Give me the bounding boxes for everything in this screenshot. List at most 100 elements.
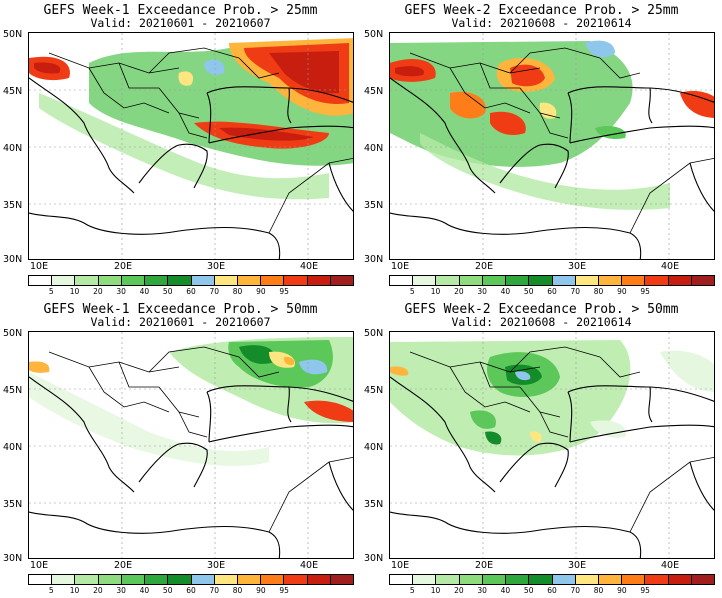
colorbar-label: 50 <box>162 586 173 595</box>
colorbar-label: 90 <box>617 287 627 296</box>
colorbar-cell <box>237 575 262 584</box>
colorbar-cell <box>168 276 192 285</box>
colorbar-cell <box>482 575 507 584</box>
graticule <box>29 33 353 259</box>
panel-week2-50mm: GEFS Week-2 Exceedance Prob. > 50mm Vali… <box>361 299 722 598</box>
colorbar-cell <box>668 276 692 285</box>
lat-label: 40N <box>3 143 23 154</box>
colorbar-label: 10 <box>430 287 441 296</box>
panel-week1-50mm: GEFS Week-1 Exceedance Prob. > 50mm Vali… <box>0 299 361 598</box>
lat-label: 45N <box>364 385 384 396</box>
country-borders <box>48 47 353 234</box>
colorbar-label: 80 <box>232 586 243 595</box>
lon-label: 10E <box>30 560 49 571</box>
lat-label: 45N <box>3 385 23 396</box>
colorbar-cell <box>459 575 483 584</box>
colorbar-label: 95 <box>640 287 650 296</box>
colorbar-cell <box>668 575 692 584</box>
colorbar-cell <box>529 276 553 285</box>
panel-week1-25mm: GEFS Week-1 Exceedance Prob. > 25mm Vali… <box>0 0 361 299</box>
graticule <box>390 33 714 259</box>
probability-map <box>389 32 715 260</box>
colorbar-label: 60 <box>547 586 557 595</box>
colorbar-label: 20 <box>93 586 103 595</box>
coastlines <box>390 376 714 558</box>
probability-map <box>28 32 354 260</box>
colorbar-cell <box>191 276 215 285</box>
colorbar-label: 40 <box>500 287 511 296</box>
country-borders <box>48 346 353 533</box>
colorbar-cell <box>506 575 530 584</box>
colorbar-cell <box>598 575 623 584</box>
lon-label: 20E <box>475 261 494 272</box>
colorbar-cell <box>284 575 308 584</box>
map-plot <box>390 332 714 558</box>
colorbar-cell <box>622 276 646 285</box>
lon-label: 30E <box>568 261 587 272</box>
colorbar-label: 5 <box>48 586 54 595</box>
colorbar-label: 60 <box>186 586 196 595</box>
colorbar-cell <box>413 276 437 285</box>
colorbar-cell <box>29 575 53 584</box>
colorbar-label: 60 <box>186 287 196 296</box>
colorbar-label: 70 <box>209 586 220 595</box>
colorbar-label: 80 <box>593 586 604 595</box>
colorbar-label: 5 <box>409 287 415 296</box>
lat-label: 30N <box>3 553 23 564</box>
colorbar-label: 95 <box>279 586 289 595</box>
lon-label: 20E <box>114 560 133 571</box>
colorbar-cell <box>390 575 414 584</box>
colorbar-cell <box>482 276 507 285</box>
colorbar-cell <box>436 276 460 285</box>
colorbar-label: 95 <box>279 287 289 296</box>
panel-title: GEFS Week-1 Exceedance Prob. > 25mm <box>43 3 318 18</box>
panel-subtitle: Valid: 20210601 - 20210607 <box>90 16 271 30</box>
panel-subtitle: Valid: 20210601 - 20210607 <box>90 315 271 329</box>
colorbar-cell <box>330 276 354 285</box>
colorbar-cell <box>436 575 460 584</box>
colorbar-label: 20 <box>93 287 103 296</box>
lat-label: 35N <box>3 200 23 211</box>
colorbar <box>28 574 354 585</box>
colorbar-cell <box>645 276 669 285</box>
colorbar-label: 40 <box>139 287 150 296</box>
precip-shading <box>390 40 714 210</box>
panel-title: GEFS Week-1 Exceedance Prob. > 50mm <box>43 302 318 317</box>
lat-label: 40N <box>364 442 384 453</box>
colorbar-cell <box>330 575 354 584</box>
colorbar-label: 5 <box>409 586 415 595</box>
lat-label: 50N <box>364 29 384 40</box>
colorbar-cell <box>691 575 715 584</box>
lon-label: 20E <box>114 261 133 272</box>
colorbar-label: 70 <box>209 287 220 296</box>
lon-label: 40E <box>300 261 319 272</box>
lat-label: 40N <box>364 143 384 154</box>
lon-label: 20E <box>475 560 494 571</box>
lon-label: 30E <box>207 560 226 571</box>
colorbar-cell <box>52 575 76 584</box>
lat-label: 35N <box>364 200 384 211</box>
colorbar-label: 20 <box>454 287 464 296</box>
lat-label: 40N <box>3 442 23 453</box>
lat-label: 45N <box>3 86 23 97</box>
lon-label: 10E <box>391 261 410 272</box>
colorbar-label: 80 <box>593 287 604 296</box>
panel-title: GEFS Week-2 Exceedance Prob. > 25mm <box>404 3 679 18</box>
colorbar-label: 90 <box>256 586 266 595</box>
colorbar-label: 90 <box>617 586 627 595</box>
colorbar-label: 10 <box>69 287 80 296</box>
colorbar-cell <box>75 575 99 584</box>
colorbar-label: 70 <box>570 287 581 296</box>
coastlines <box>390 77 714 259</box>
graticule <box>390 332 714 558</box>
lon-label: 30E <box>207 261 226 272</box>
lon-label: 10E <box>30 261 49 272</box>
colorbar-cell <box>506 276 530 285</box>
colorbar-cell <box>98 575 122 584</box>
colorbar <box>28 275 354 286</box>
colorbar-cell <box>552 276 576 285</box>
panel-title: GEFS Week-2 Exceedance Prob. > 50mm <box>404 302 679 317</box>
colorbar-cell <box>529 575 553 584</box>
lat-label: 30N <box>3 254 23 265</box>
lat-label: 35N <box>3 499 23 510</box>
